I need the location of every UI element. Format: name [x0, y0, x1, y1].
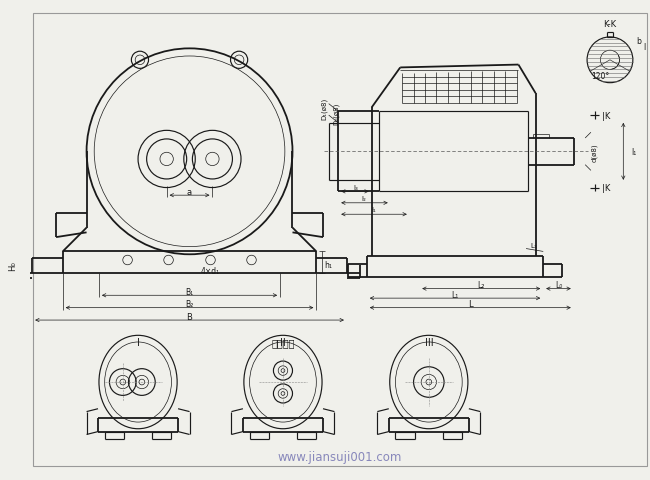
Text: H₀: H₀ — [8, 260, 17, 270]
Text: l₁: l₁ — [371, 207, 376, 213]
Text: |K: |K — [603, 111, 611, 120]
Text: D₂(ø8): D₂(ø8) — [333, 103, 339, 125]
Text: 120°: 120° — [592, 72, 610, 80]
Text: L: L — [468, 300, 473, 309]
Text: 4×d₁: 4×d₁ — [201, 266, 220, 276]
Text: l: l — [644, 43, 645, 52]
Text: h₁: h₁ — [324, 261, 332, 270]
Text: l₁: l₁ — [631, 147, 636, 156]
Text: a: a — [187, 188, 192, 196]
Text: d(ø8): d(ø8) — [592, 143, 598, 161]
Text: L₁: L₁ — [451, 290, 459, 299]
Text: B₂: B₂ — [185, 300, 194, 309]
Text: H: H — [0, 160, 2, 168]
Text: 装配型式: 装配型式 — [271, 337, 294, 347]
Text: L₂: L₂ — [478, 281, 485, 290]
Text: B₁: B₁ — [185, 288, 194, 296]
Text: II: II — [280, 337, 286, 347]
Text: III: III — [424, 337, 433, 347]
Text: L₀: L₀ — [555, 281, 562, 290]
Text: www.jiansuji001.com: www.jiansuji001.com — [278, 450, 402, 463]
Text: B: B — [187, 312, 192, 321]
Text: l₂: l₂ — [361, 196, 367, 202]
Text: K-K: K-K — [603, 20, 616, 29]
Text: I: I — [136, 337, 140, 347]
Text: L₃: L₃ — [530, 242, 537, 248]
Text: l₃: l₃ — [353, 184, 358, 190]
Text: D₁(ø8): D₁(ø8) — [320, 97, 327, 120]
Text: |K: |K — [603, 184, 611, 192]
Text: b: b — [636, 37, 642, 46]
